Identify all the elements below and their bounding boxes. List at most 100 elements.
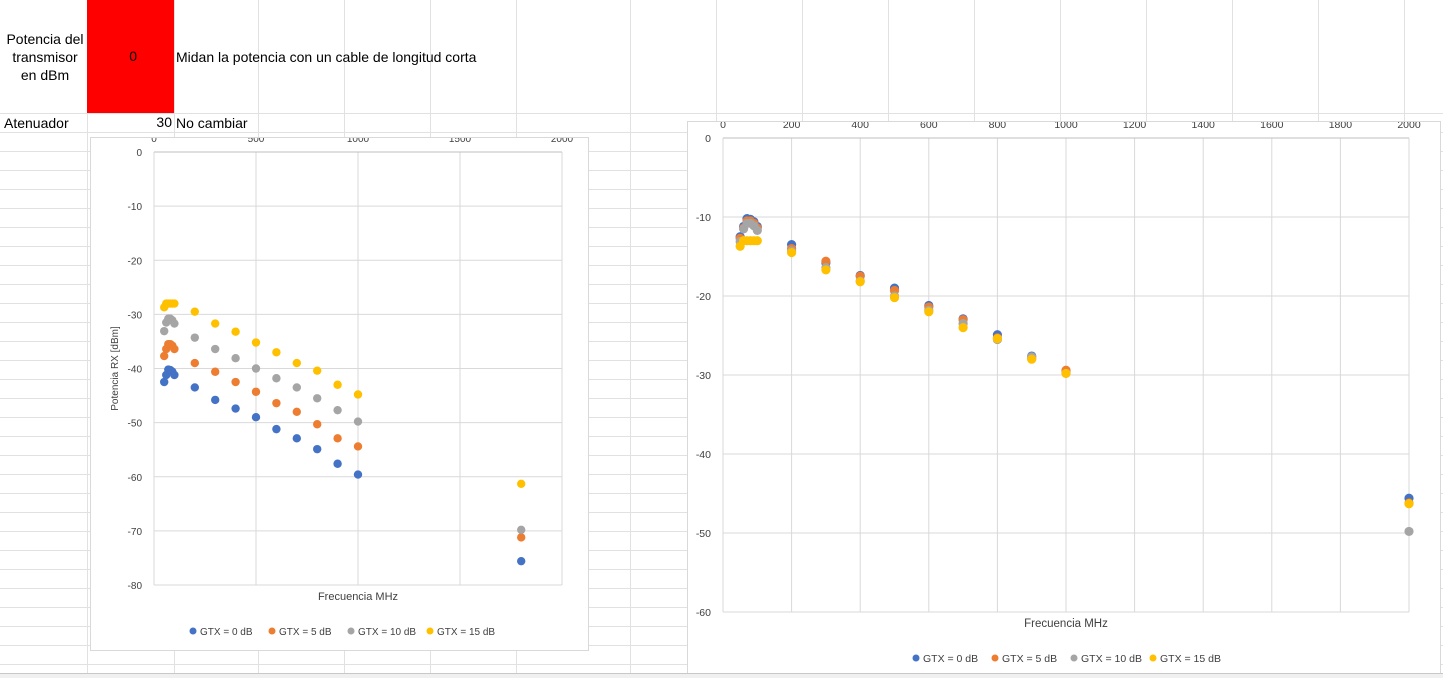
data-point[interactable] (1061, 368, 1071, 379)
data-point[interactable] (313, 366, 322, 375)
y-tick-label: -40 (128, 365, 143, 376)
x-tick-label: 0 (720, 122, 726, 131)
tx-power-value[interactable]: 0 (129, 48, 137, 64)
legend-marker (189, 627, 197, 635)
legend-label: GTX = 10 dB (358, 627, 416, 638)
data-point[interactable] (211, 395, 220, 405)
y-tick-label: -80 (128, 581, 143, 592)
data-point[interactable] (353, 470, 363, 479)
y-tick-label: -20 (128, 256, 143, 267)
tx-power-label-line: en dBm (20, 67, 70, 83)
data-point[interactable] (517, 525, 526, 534)
y-tick-label: 0 (705, 133, 711, 145)
tx-power-cell-highlight[interactable] (87, 0, 174, 113)
legend-label: GTX = 15 dB (437, 627, 495, 638)
data-point[interactable] (231, 327, 240, 336)
data-point[interactable] (292, 434, 301, 443)
y-tick-label: -60 (696, 607, 711, 619)
data-point[interactable] (821, 265, 831, 275)
data-point[interactable] (160, 351, 169, 361)
data-point[interactable] (313, 444, 322, 454)
data-point[interactable] (251, 413, 261, 422)
x-tick-label: 400 (851, 122, 869, 131)
sheet-tab-bar (0, 673, 1443, 678)
data-point[interactable] (190, 307, 199, 316)
tx-power-label-line: Potencia del (6, 31, 84, 47)
x-tick-label: 800 (989, 122, 1007, 131)
data-point[interactable] (313, 420, 322, 429)
data-point[interactable] (231, 404, 240, 413)
data-point[interactable] (517, 533, 526, 542)
data-point[interactable] (251, 387, 261, 396)
x-axis-title: Frecuencia MHz (318, 591, 398, 603)
tx-power-label[interactable]: Potencia del transmisor en dBm (4, 30, 86, 84)
data-point[interactable] (211, 367, 220, 376)
x-tick-label: 1500 (449, 138, 472, 145)
data-point[interactable] (752, 236, 762, 246)
legend-marker (347, 627, 355, 635)
data-point[interactable] (958, 323, 968, 333)
x-tick-label: 2000 (551, 138, 574, 145)
data-point[interactable] (272, 398, 281, 408)
data-point[interactable] (787, 247, 797, 258)
data-point[interactable] (292, 383, 301, 392)
data-point[interactable] (272, 424, 281, 434)
data-point[interactable] (170, 370, 179, 380)
data-point[interactable] (333, 434, 342, 443)
data-point[interactable] (992, 334, 1002, 344)
legend-marker (268, 627, 276, 635)
data-point[interactable] (333, 459, 342, 468)
data-point[interactable] (170, 319, 179, 328)
data-point[interactable] (190, 383, 199, 392)
data-point[interactable] (211, 344, 220, 354)
x-axis-title: Frecuencia MHz (1024, 618, 1108, 630)
data-point[interactable] (160, 377, 169, 387)
data-point[interactable] (353, 390, 363, 399)
data-point[interactable] (272, 374, 281, 383)
tx-power-note[interactable]: Midan la potencia con un cable de longit… (176, 49, 477, 65)
data-point[interactable] (353, 417, 363, 426)
tx-power-label-line: transmisor (12, 49, 78, 65)
data-point[interactable] (752, 225, 762, 236)
data-point[interactable] (333, 405, 342, 415)
data-point[interactable] (190, 333, 199, 342)
data-point[interactable] (333, 380, 342, 389)
data-point[interactable] (231, 377, 240, 387)
data-point[interactable] (517, 479, 526, 488)
attenuator-note[interactable]: No cambiar (176, 115, 248, 131)
x-tick-label: 1400 (1192, 122, 1216, 131)
data-point[interactable] (272, 348, 281, 357)
data-point[interactable] (353, 442, 363, 451)
data-point[interactable] (1404, 499, 1414, 509)
data-point[interactable] (1027, 354, 1037, 364)
data-point[interactable] (1404, 526, 1414, 537)
data-point[interactable] (821, 256, 831, 266)
y-tick-label: -30 (696, 370, 711, 382)
data-point[interactable] (251, 338, 261, 347)
x-tick-label: 200 (783, 122, 801, 131)
x-tick-label: 1000 (347, 138, 370, 145)
legend-label: GTX = 5 dB (1002, 653, 1057, 665)
chart-rx-power-absolute[interactable]: 0 500 1000 1500 2000 0 -10 -20 -30 -40 -50 -60 -70 -8… (90, 137, 589, 651)
data-point[interactable] (231, 354, 240, 363)
data-point[interactable] (170, 344, 179, 354)
y-tick-label: -20 (696, 291, 711, 303)
data-point[interactable] (292, 407, 301, 416)
data-point[interactable] (889, 292, 900, 303)
data-point[interactable] (190, 358, 199, 368)
x-tick-label: 600 (920, 122, 938, 131)
data-point[interactable] (855, 277, 865, 287)
legend-marker (1070, 654, 1078, 662)
data-point[interactable] (292, 358, 301, 368)
attenuator-label[interactable]: Atenuador (4, 115, 69, 131)
y-tick-label: -10 (696, 212, 711, 224)
data-point[interactable] (170, 299, 179, 308)
chart-rx-power-normalized[interactable]: 0 200 400 600 800 1000 1200 1400 1600 1800 2000 0 -1… (687, 121, 1441, 676)
data-point[interactable] (924, 307, 934, 317)
data-point[interactable] (517, 556, 526, 566)
attenuator-value[interactable]: 30 (156, 114, 172, 130)
data-point[interactable] (313, 394, 322, 403)
data-point[interactable] (160, 326, 169, 336)
data-point[interactable] (251, 364, 261, 373)
data-point[interactable] (211, 319, 220, 328)
